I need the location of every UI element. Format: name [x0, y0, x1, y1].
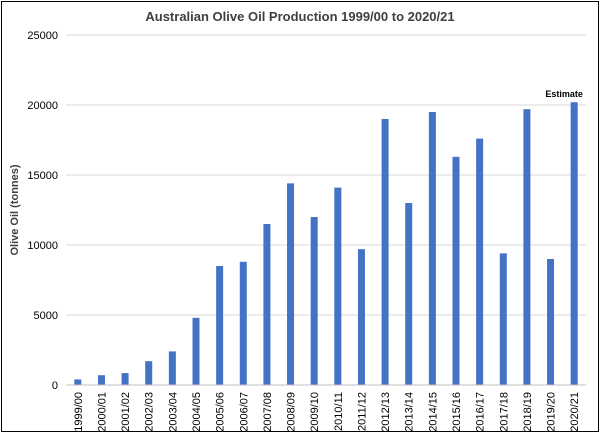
bar-2016-17 [476, 138, 484, 385]
y-tick-label: 0 [52, 380, 58, 392]
x-tick-label: 2005/06 [215, 392, 227, 432]
x-tick-label: 2002/03 [144, 392, 156, 432]
bars [74, 102, 578, 385]
bar-2014-15 [428, 112, 436, 385]
estimate-annotation: Estimate [545, 89, 583, 99]
bar-2019-20 [547, 259, 555, 385]
bar-2009-10 [310, 217, 318, 385]
bar-2006-07 [239, 261, 247, 385]
y-axis-label: Olive Oil (tonnes) [9, 164, 21, 255]
bar-2018-19 [523, 109, 531, 385]
x-tick-label: 2007/08 [262, 392, 274, 432]
bar-2011-12 [357, 249, 365, 385]
x-tick-label: 2016/17 [475, 392, 487, 432]
bar-2008-09 [287, 183, 295, 385]
bar-2017-18 [499, 253, 507, 385]
x-tick-label: 2017/18 [498, 392, 510, 432]
bar-1999-00 [74, 379, 82, 385]
bar-2005-06 [216, 266, 224, 385]
bar-2015-16 [452, 156, 460, 385]
gridlines [66, 34, 586, 316]
y-tick-label: 20000 [27, 100, 58, 112]
x-tick-label: 2014/15 [427, 392, 439, 432]
y-tick-label: 25000 [27, 30, 58, 42]
x-tick-label: 2020/21 [569, 392, 581, 432]
bar-2000-01 [97, 375, 105, 385]
y-tick-label: 5000 [34, 310, 58, 322]
x-tick-label: 2018/19 [522, 392, 534, 432]
x-tick-labels: 1999/00 2000/01 2001/02 2002/03 2003/04 2004/… [73, 392, 581, 432]
chart-title: Australian Olive Oil Production 1999/00 … [145, 9, 454, 24]
x-tick-label: 2013/14 [404, 392, 416, 432]
y-tick-label: 10000 [27, 240, 58, 252]
x-tick-label: 2012/13 [380, 392, 392, 432]
bar-2002-03 [145, 361, 153, 385]
x-tick-label: 2008/09 [286, 392, 298, 432]
bar-2001-02 [121, 373, 129, 385]
bar-2020-21 [570, 102, 578, 385]
x-tick-label: 2000/01 [96, 392, 108, 432]
y-tick-label: 15000 [27, 170, 58, 182]
bar-2004-05 [192, 317, 200, 385]
bar-2013-14 [405, 203, 413, 385]
bar-2012-13 [381, 119, 389, 385]
x-tick-label: 2006/07 [238, 392, 250, 432]
x-tick-label: 2019/20 [546, 392, 558, 432]
x-tick-label: 2004/05 [191, 392, 203, 432]
x-tick-label: 2009/10 [309, 392, 321, 432]
x-tick-label: 2011/12 [356, 392, 368, 431]
bar-2010-11 [334, 187, 342, 385]
x-tick-label: 1999/00 [73, 392, 85, 432]
x-tick-label: 2001/02 [120, 392, 132, 432]
x-tick-label: 2010/11 [333, 392, 345, 431]
bar-2007-08 [263, 224, 271, 385]
y-tick-labels: 0 5000 10000 15000 20000 25000 [27, 30, 58, 392]
x-tick-label: 2003/04 [167, 392, 179, 432]
bar-2003-04 [168, 351, 176, 385]
x-tick-label: 2015/16 [451, 392, 463, 432]
